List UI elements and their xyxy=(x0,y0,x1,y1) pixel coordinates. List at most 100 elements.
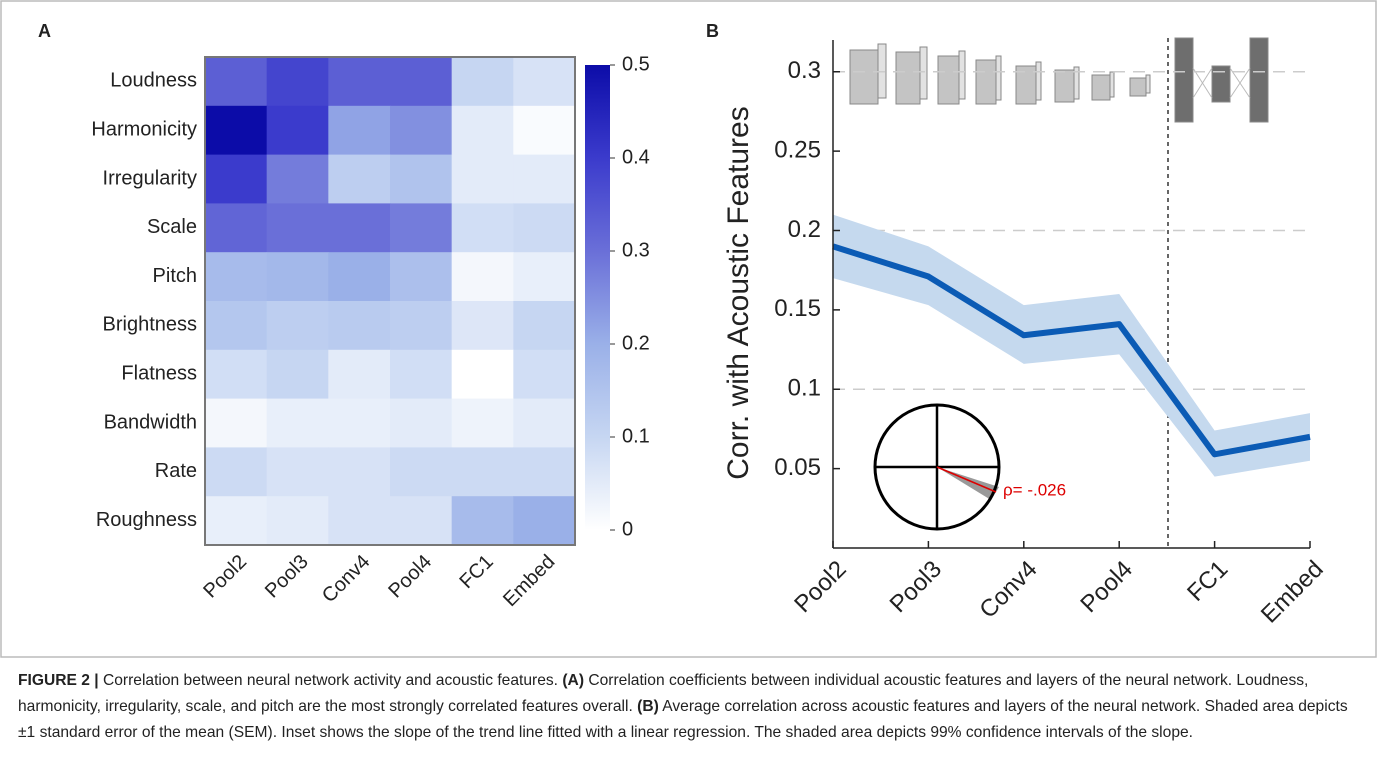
heatmap-cell xyxy=(451,203,514,253)
heatmap-cell xyxy=(513,252,576,302)
caption: FIGURE 2 | Correlation between neural ne… xyxy=(18,668,1363,746)
row-label: Loudness xyxy=(110,70,197,92)
heatmap-cell xyxy=(328,57,391,107)
heatmap-cell xyxy=(513,203,576,253)
caption-text: FIGURE 2 | xyxy=(18,672,99,689)
row-label: Roughness xyxy=(96,509,197,531)
x-tick-label: FC1 xyxy=(1182,556,1233,607)
colorbar-tick-label: 0.3 xyxy=(622,239,650,261)
heatmap-cell xyxy=(451,301,514,351)
heatmap-cell xyxy=(513,447,576,497)
heatmap-cell xyxy=(513,349,576,400)
heatmap-cell xyxy=(266,301,329,351)
heatmap-cell xyxy=(205,398,268,448)
heatmap-cell xyxy=(328,301,391,351)
heatmap-cell xyxy=(205,105,268,156)
heatmap-cell xyxy=(390,496,453,546)
heatmap-cell xyxy=(205,252,268,302)
x-tick-label: Conv4 xyxy=(318,551,374,607)
heatmap-cell xyxy=(451,447,514,497)
heatmap-cell xyxy=(266,398,329,448)
heatmap-cell xyxy=(328,105,391,156)
heatmap-cell xyxy=(513,496,576,546)
heatmap-cell xyxy=(390,349,453,400)
heatmap-cell xyxy=(205,301,268,351)
colorbar xyxy=(585,65,610,530)
heatmap-cell xyxy=(451,105,514,156)
heatmap-cell xyxy=(390,447,453,497)
heatmap-cell xyxy=(451,349,514,400)
heatmap-cell xyxy=(266,349,329,400)
slope-line xyxy=(936,466,997,493)
heatmap-cell xyxy=(328,252,391,302)
heatmap-cell xyxy=(513,105,576,156)
y-tick-label: 0.05 xyxy=(774,454,821,481)
x-tick-label: Pool2 xyxy=(199,551,251,603)
row-label: Harmonicity xyxy=(91,118,197,140)
heatmap-cell xyxy=(328,447,391,497)
colorbar-tick-label: 0.4 xyxy=(622,146,650,168)
colorbar-tick-label: 0.2 xyxy=(622,332,650,354)
y-tick-label: 0.15 xyxy=(774,295,821,322)
heatmap-cell xyxy=(328,496,391,546)
row-label: Pitch xyxy=(153,265,197,287)
y-tick-label: 0.25 xyxy=(774,136,821,163)
row-label: Flatness xyxy=(121,362,197,384)
x-tick-label: Conv4 xyxy=(974,556,1042,624)
heatmap-cell xyxy=(266,57,329,107)
caption-text: Correlation coefficients between individ… xyxy=(18,672,1313,715)
heatmap-cell xyxy=(266,105,329,156)
heatmap-cell xyxy=(328,154,391,204)
heatmap-cell xyxy=(266,203,329,253)
x-tick-label: Pool2 xyxy=(789,556,852,619)
row-label: Rate xyxy=(155,460,197,482)
heatmap-cell xyxy=(390,57,453,107)
heatmap-cell xyxy=(513,57,576,107)
heatmap-cell xyxy=(205,496,268,546)
heatmap-cell xyxy=(390,301,453,351)
heatmap-cell xyxy=(266,496,329,546)
x-tick-label: Pool3 xyxy=(261,551,313,603)
mean-line xyxy=(832,243,1311,458)
heatmap-cell xyxy=(205,154,268,204)
caption-text: (B) xyxy=(637,698,659,715)
x-tick-label: Pool4 xyxy=(1075,556,1138,619)
y-tick-label: 0.3 xyxy=(788,57,821,84)
heatmap-cell xyxy=(513,301,576,351)
figure-frame xyxy=(0,0,1377,658)
row-label: Scale xyxy=(147,216,197,238)
colorbar-tick-label: 0.1 xyxy=(622,425,650,447)
heatmap-cell xyxy=(266,154,329,204)
heatmap-cell xyxy=(390,252,453,302)
row-label: Brightness xyxy=(103,314,198,336)
caption-text: Average correlation across acoustic feat… xyxy=(18,698,1352,741)
figure: A Loudness Harmonicity Irregularity Scale Pit… xyxy=(0,0,1377,658)
heatmap-cell xyxy=(328,349,391,400)
x-tick-label: Pool3 xyxy=(885,556,948,619)
heatmap-cell xyxy=(390,203,453,253)
heatmap-cell xyxy=(451,154,514,204)
row-label: Irregularity xyxy=(103,167,197,189)
heatmap-cell xyxy=(451,496,514,546)
x-tick-label: FC1 xyxy=(455,551,497,593)
heatmap-cell xyxy=(266,252,329,302)
y-tick-label: 0.1 xyxy=(788,375,821,402)
sem-band xyxy=(833,214,1310,477)
y-tick-label: 0.2 xyxy=(788,216,821,243)
heatmap-cell xyxy=(390,154,453,204)
heatmap-cell xyxy=(390,105,453,156)
heatmap-cell xyxy=(205,349,268,400)
panel-label: B xyxy=(706,21,719,41)
inset-annotation: ρ= -.026 xyxy=(1003,480,1066,499)
heatmap-cell xyxy=(513,398,576,448)
heatmap-cell xyxy=(205,57,268,107)
slope-ci xyxy=(937,467,999,500)
row-label: Bandwidth xyxy=(104,411,197,433)
colorbar-tick-label: 0 xyxy=(622,518,633,540)
panel-label: A xyxy=(38,21,51,41)
x-tick-label: Pool4 xyxy=(384,551,436,603)
heatmap-cell xyxy=(390,398,453,448)
heatmap-cell xyxy=(205,203,268,253)
heatmap-frame xyxy=(204,56,576,546)
